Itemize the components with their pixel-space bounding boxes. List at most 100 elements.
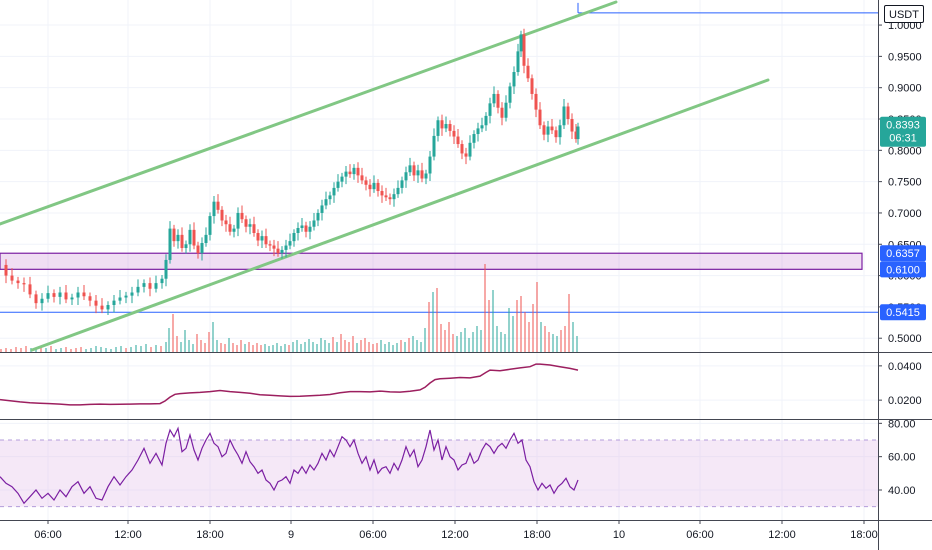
volume-bar bbox=[140, 346, 142, 352]
volume-bar bbox=[556, 336, 558, 352]
candle-body bbox=[176, 234, 180, 242]
volume-bar bbox=[125, 348, 127, 352]
volume-bar bbox=[316, 344, 318, 352]
volume-bar bbox=[544, 326, 546, 352]
candle-body bbox=[232, 228, 236, 232]
volume-bar bbox=[276, 343, 278, 352]
volume-bar bbox=[248, 342, 250, 352]
volume-bar bbox=[25, 346, 27, 352]
volume-bar bbox=[312, 342, 314, 352]
candle-body bbox=[542, 125, 546, 135]
y-tick-label: 0.5000 bbox=[888, 333, 922, 345]
y-tick-label: 0.0400 bbox=[888, 361, 922, 373]
volume-bar bbox=[95, 346, 97, 352]
candle-body bbox=[508, 86, 512, 103]
volume-bar bbox=[360, 340, 362, 352]
candle-body bbox=[142, 283, 146, 287]
candle-body bbox=[40, 298, 44, 304]
x-tick-label: 12:00 bbox=[441, 529, 469, 541]
candle-body bbox=[228, 224, 232, 232]
candle-body bbox=[432, 135, 436, 157]
y-tick-label: 1.0000 bbox=[888, 20, 922, 32]
candle-body bbox=[188, 229, 192, 245]
candle-body bbox=[28, 284, 32, 295]
price-tag-label: 0.5415 bbox=[886, 307, 920, 319]
candle-body bbox=[260, 236, 264, 241]
currency-label[interactable]: USDT bbox=[884, 5, 924, 23]
volume-bar bbox=[472, 332, 474, 352]
candle-body bbox=[440, 120, 444, 129]
volume-bar bbox=[244, 344, 246, 352]
volume-bar bbox=[10, 349, 12, 352]
candle-body bbox=[472, 134, 476, 143]
volume-bar bbox=[356, 343, 358, 352]
volume-bar bbox=[70, 349, 72, 352]
candle-body bbox=[412, 165, 416, 176]
candle-body bbox=[352, 167, 356, 175]
candle-body bbox=[136, 286, 140, 293]
volume-bar bbox=[324, 340, 326, 352]
price-tag-bg bbox=[880, 116, 926, 147]
candle-body bbox=[276, 248, 280, 254]
volume-bar bbox=[204, 343, 206, 352]
candle-body bbox=[46, 293, 50, 299]
candle-body bbox=[456, 136, 460, 145]
y-tick-label: 80.00 bbox=[888, 418, 916, 430]
candle-body bbox=[530, 78, 534, 94]
candle-body bbox=[88, 296, 92, 301]
candle-body bbox=[324, 199, 328, 206]
volume-bar bbox=[412, 336, 414, 352]
volume-bar bbox=[536, 282, 538, 352]
volume-bar bbox=[45, 348, 47, 352]
volume-bars bbox=[0, 264, 578, 352]
volume-bar bbox=[120, 346, 122, 352]
indicator-pane-1 bbox=[0, 363, 579, 406]
volume-bar bbox=[376, 343, 378, 352]
volume-bar bbox=[572, 322, 574, 352]
volume-bar bbox=[35, 349, 37, 352]
volume-bar bbox=[424, 328, 426, 352]
candle-body bbox=[304, 225, 308, 232]
volume-bar bbox=[420, 342, 422, 352]
candle-body bbox=[312, 220, 316, 227]
candle-body bbox=[284, 245, 288, 250]
candle-body bbox=[476, 128, 480, 135]
volume-bar bbox=[408, 338, 410, 352]
price-tag-label: 0.8393 bbox=[886, 120, 920, 132]
trendlines[interactable] bbox=[0, 0, 770, 352]
candle-body bbox=[200, 243, 204, 254]
volume-bar bbox=[292, 342, 294, 352]
candle-body bbox=[400, 180, 404, 188]
candle-body bbox=[288, 241, 292, 246]
candle-body bbox=[388, 197, 392, 200]
candle-body bbox=[106, 305, 110, 310]
volume-bar bbox=[228, 338, 230, 352]
candle-body bbox=[300, 225, 304, 228]
volume-bar bbox=[188, 340, 190, 352]
volume-bar bbox=[184, 330, 186, 352]
volume-bar bbox=[444, 330, 446, 352]
volume-bar bbox=[40, 347, 42, 352]
candle-body bbox=[16, 280, 20, 284]
candle-body bbox=[546, 126, 550, 135]
candle-body bbox=[256, 232, 260, 241]
candle-body bbox=[500, 107, 504, 118]
volume-bar bbox=[432, 292, 434, 352]
volume-bar bbox=[200, 340, 202, 352]
indicator-2-band bbox=[0, 440, 878, 507]
volume-bar bbox=[150, 347, 152, 352]
candle-body bbox=[168, 228, 172, 260]
volume-bar bbox=[460, 332, 462, 352]
candle-body bbox=[526, 65, 530, 79]
volume-bar bbox=[105, 348, 107, 352]
candle-body bbox=[160, 278, 164, 284]
volume-bar bbox=[168, 328, 170, 352]
candle-body bbox=[130, 292, 134, 296]
candle-body bbox=[460, 144, 464, 154]
volume-bar bbox=[332, 337, 334, 352]
candle-body bbox=[348, 171, 352, 175]
volume-bar bbox=[368, 342, 370, 352]
volume-bar bbox=[208, 332, 210, 352]
candle-body bbox=[224, 220, 228, 225]
